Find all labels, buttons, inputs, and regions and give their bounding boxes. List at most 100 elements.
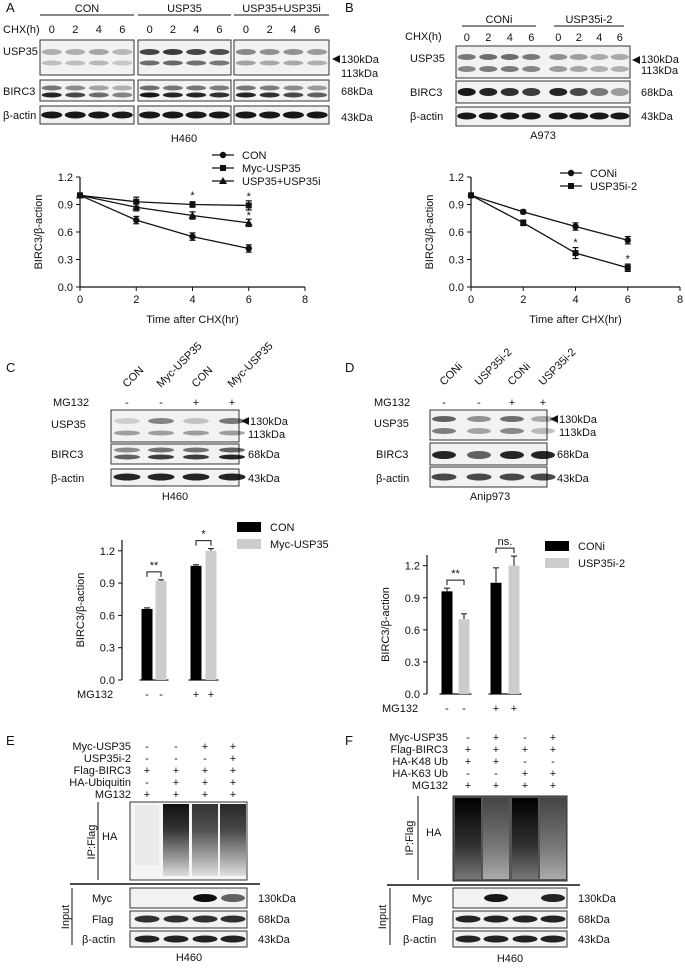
usp35-band-113 [219, 430, 245, 436]
row-label-0: USP35 [51, 419, 86, 431]
birc3-band-upper [283, 85, 304, 91]
arrow-marker [332, 55, 340, 63]
blot-box [39, 105, 135, 125]
data-point [244, 218, 253, 226]
treat-label: MG132 [53, 397, 89, 409]
myc-band [541, 894, 565, 902]
timepoint-label: 4 [290, 24, 296, 36]
actin-band [88, 111, 110, 119]
row-label-1: BIRC3 [376, 449, 408, 461]
bar [490, 582, 502, 694]
legend-swatch [545, 558, 569, 568]
usp35-band-130 [41, 49, 62, 55]
timepoint-label: 2 [267, 24, 273, 36]
condition-sign: - [466, 732, 470, 744]
y-tick-label: 0.9 [58, 200, 73, 212]
usp35-band-130 [610, 54, 629, 60]
x-sign: + [511, 703, 517, 715]
condition-sign: + [550, 780, 556, 792]
birc3-band [479, 88, 498, 96]
ubiquitin-smear [512, 798, 538, 879]
y-axis-label: BIRC3/β-action [75, 573, 87, 648]
birc3-band [162, 92, 183, 98]
birc3-band [65, 92, 86, 98]
actin-band [64, 111, 86, 119]
lane-label: USP35i-2 [537, 346, 579, 388]
usp35-band-130 [479, 54, 498, 60]
actin-band [282, 111, 304, 119]
row-label-1: BIRC3 [51, 449, 83, 461]
significance-bracket [446, 579, 465, 586]
usp35-band-130 [467, 416, 491, 422]
actin-band [139, 111, 161, 119]
condition-sign: + [202, 765, 208, 777]
kda-label: 43kDa [557, 473, 590, 485]
actin-band [455, 935, 481, 943]
arrow-marker [241, 417, 249, 425]
cell-line-label: H460 [162, 491, 188, 503]
legend-marker [219, 151, 227, 159]
ubiquitin-smear [483, 798, 509, 879]
y-tick-label: 1.2 [58, 172, 73, 184]
series-line-1 [79, 194, 249, 207]
data-point [188, 211, 197, 219]
x-tick-label: 6 [246, 294, 252, 306]
condition-sign: - [145, 777, 149, 789]
significance-label: ** [150, 560, 159, 572]
group-label-0: CON [75, 3, 100, 15]
significance-label: ns. [498, 536, 513, 548]
x-tick-label: 0 [77, 294, 83, 306]
timepoint-label: 2 [170, 24, 176, 36]
data-point [245, 245, 252, 252]
usp35-band-130 [457, 54, 476, 60]
bar [205, 550, 217, 680]
usp35-band-113 [590, 66, 609, 72]
significance-label: ** [451, 568, 460, 580]
significance-bracket [146, 571, 162, 577]
myc-band [193, 894, 217, 902]
treat-sign: - [477, 397, 481, 409]
blot-box [455, 45, 631, 79]
ip-row-label: HA [102, 831, 118, 843]
usp35-band-130 [139, 49, 160, 55]
input-row-label: Myc [92, 893, 113, 905]
timepoint-label: 2 [576, 32, 582, 44]
y-tick-label: 0.6 [449, 227, 464, 239]
legend-marker [220, 165, 226, 171]
usp35-band-130 [590, 54, 609, 60]
ubiquitin-smear [163, 804, 189, 876]
kda-label: 43kDa [341, 112, 374, 124]
ip-row-label: HA [426, 827, 442, 839]
cell-line-label: A973 [530, 130, 556, 142]
actin-band [540, 935, 566, 943]
timepoint-label: 4 [596, 32, 602, 44]
blot-box [233, 105, 330, 125]
lane-label: CONi [438, 361, 465, 388]
flag-band [483, 915, 509, 923]
chx-label: CHX(h) [405, 31, 442, 43]
actin-band [457, 112, 477, 120]
flag-band [134, 915, 160, 923]
data-point [189, 201, 196, 208]
panel-letter-E: E [6, 733, 15, 748]
kda-label: 113kDa [341, 68, 379, 80]
usp35-band-113 [88, 60, 109, 66]
x-tick-label: 2 [520, 294, 526, 306]
usp35-band-113 [41, 60, 62, 66]
actin-band [466, 473, 492, 481]
chx-label: CHX(h) [3, 24, 40, 36]
ubiquitin-smear [540, 798, 566, 879]
condition-sign: + [173, 777, 179, 789]
actin-band [512, 935, 538, 943]
x-axis-label: Time after CHX(hr) [529, 314, 622, 326]
y-tick-label: 0.3 [58, 255, 73, 267]
usp35-band-130 [522, 54, 541, 60]
ubiquitin-smear [220, 804, 246, 876]
bar [155, 580, 167, 680]
bar [190, 565, 202, 680]
usp35-band-113 [259, 60, 280, 66]
y-tick-label: 0.6 [100, 610, 115, 622]
y-tick-label: 0.0 [405, 689, 420, 701]
y-axis-label: BIRC3/β-action [33, 195, 45, 270]
birc3-band [500, 451, 524, 459]
